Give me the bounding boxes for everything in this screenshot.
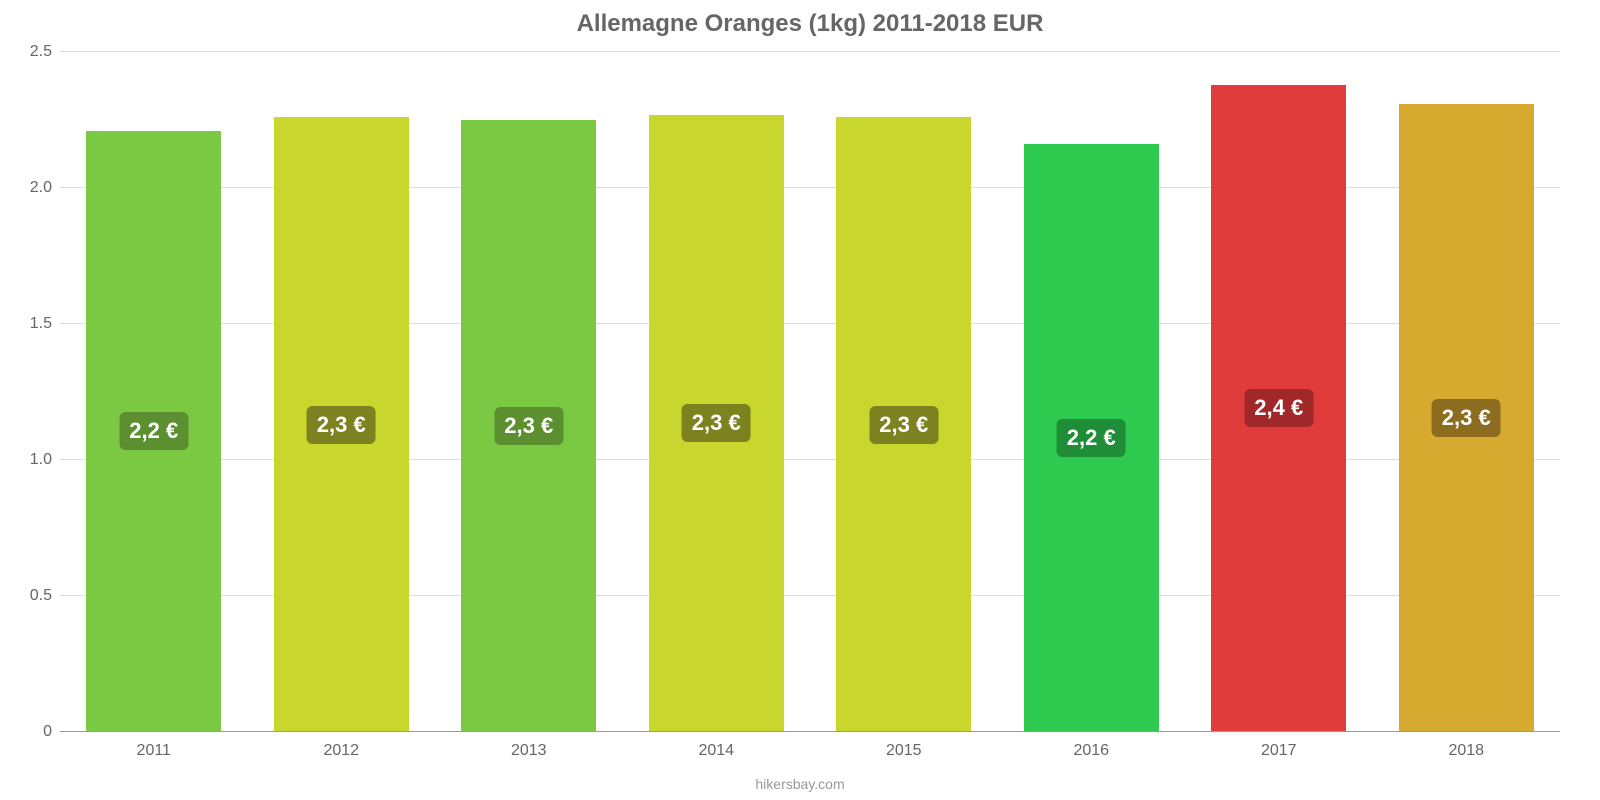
y-axis-tick-label: 0.5 bbox=[30, 587, 52, 605]
bar: 2,2 € bbox=[1024, 144, 1159, 732]
y-axis-tick-label: 0 bbox=[43, 723, 52, 741]
bar: 2,3 € bbox=[274, 117, 409, 732]
y-axis-tick-label: 2.0 bbox=[30, 179, 52, 197]
bar: 2,3 € bbox=[1399, 104, 1534, 732]
bar: 2,3 € bbox=[836, 117, 971, 732]
bar: 2,3 € bbox=[649, 115, 784, 732]
bar: 2,4 € bbox=[1211, 85, 1346, 732]
x-axis-tick-label: 2014 bbox=[698, 742, 734, 760]
plot-area: 2,2 €20112,3 €20122,3 €20132,3 €20142,3 … bbox=[60, 52, 1560, 732]
y-axis-tick-label: 2.5 bbox=[30, 43, 52, 61]
bar-value-label: 2,3 € bbox=[494, 407, 563, 445]
x-axis-baseline bbox=[60, 731, 1560, 732]
source-attribution: hikersbay.com bbox=[755, 776, 844, 792]
bar-slot: 2,3 €2014 bbox=[623, 52, 811, 732]
bar-value-label: 2,3 € bbox=[869, 406, 938, 444]
bar-value-label: 2,2 € bbox=[119, 412, 188, 450]
x-axis-tick-label: 2018 bbox=[1448, 742, 1484, 760]
x-axis-tick-label: 2011 bbox=[137, 742, 171, 760]
bar-value-label: 2,2 € bbox=[1057, 419, 1126, 457]
x-axis-tick-label: 2017 bbox=[1261, 742, 1297, 760]
chart-container: Allemagne Oranges (1kg) 2011-2018 EUR 2,… bbox=[0, 0, 1600, 800]
bar-slot: 2,2 €2016 bbox=[998, 52, 1186, 732]
x-axis-tick-label: 2012 bbox=[323, 742, 359, 760]
bar-slot: 2,3 €2018 bbox=[1373, 52, 1561, 732]
bar-value-label: 2,3 € bbox=[307, 406, 376, 444]
chart-title: Allemagne Oranges (1kg) 2011-2018 EUR bbox=[60, 10, 1560, 44]
bar: 2,3 € bbox=[461, 120, 596, 732]
bar-slot: 2,3 €2013 bbox=[435, 52, 623, 732]
bars-group: 2,2 €20112,3 €20122,3 €20132,3 €20142,3 … bbox=[60, 52, 1560, 732]
bar-slot: 2,3 €2012 bbox=[248, 52, 436, 732]
x-axis-tick-label: 2015 bbox=[886, 742, 922, 760]
bar-slot: 2,3 €2015 bbox=[810, 52, 998, 732]
x-axis-tick-label: 2016 bbox=[1073, 742, 1109, 760]
y-axis-tick-label: 1.5 bbox=[30, 315, 52, 333]
y-axis-tick-label: 1.0 bbox=[30, 451, 52, 469]
bar-value-label: 2,4 € bbox=[1244, 389, 1313, 427]
bar-slot: 2,2 €2011 bbox=[60, 52, 248, 732]
bar: 2,2 € bbox=[86, 131, 221, 732]
bar-slot: 2,4 €2017 bbox=[1185, 52, 1373, 732]
bar-value-label: 2,3 € bbox=[682, 404, 751, 442]
x-axis-tick-label: 2013 bbox=[511, 742, 547, 760]
bar-value-label: 2,3 € bbox=[1432, 399, 1501, 437]
